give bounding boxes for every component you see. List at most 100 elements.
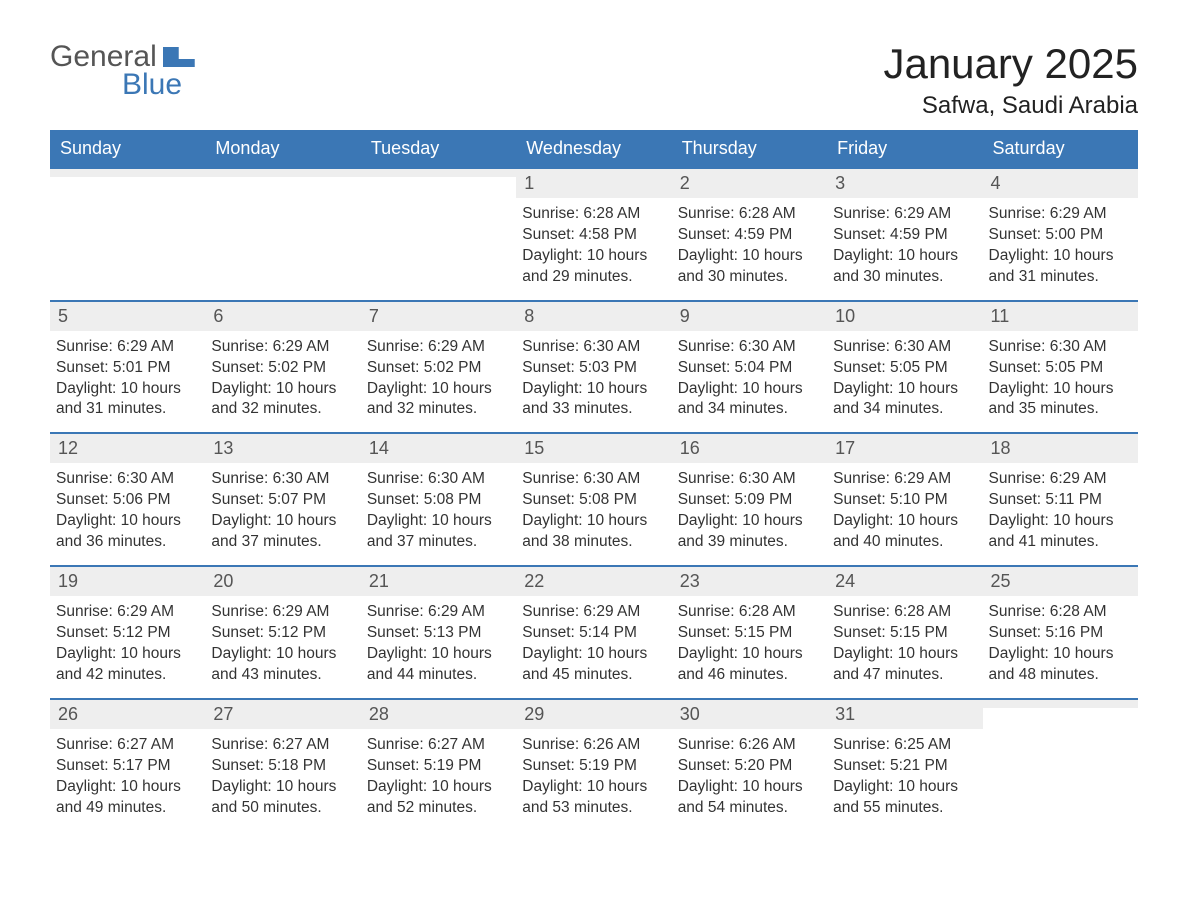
day-number: 21 [361, 567, 516, 596]
calendar-week: 26Sunrise: 6:27 AMSunset: 5:17 PMDayligh… [50, 698, 1138, 831]
calendar-day: 25Sunrise: 6:28 AMSunset: 5:16 PMDayligh… [983, 567, 1138, 698]
day-number: 11 [983, 302, 1138, 331]
daylight: Daylight: 10 hours and 42 minutes. [56, 644, 197, 686]
day-info: Sunrise: 6:28 AMSunset: 5:15 PMDaylight:… [827, 596, 982, 698]
daylight: Daylight: 10 hours and 45 minutes. [522, 644, 663, 686]
title-block: January 2025 Safwa, Saudi Arabia [883, 40, 1138, 120]
sunrise: Sunrise: 6:30 AM [678, 469, 819, 490]
sunrise: Sunrise: 6:27 AM [211, 735, 352, 756]
sunset: Sunset: 5:21 PM [833, 756, 974, 777]
day-number: 9 [672, 302, 827, 331]
day-number [205, 169, 360, 177]
calendar: Sunday Monday Tuesday Wednesday Thursday… [50, 130, 1138, 830]
day-info: Sunrise: 6:30 AMSunset: 5:09 PMDaylight:… [672, 463, 827, 565]
sunrise: Sunrise: 6:27 AM [56, 735, 197, 756]
header: General Blue January 2025 Safwa, Saudi A… [50, 40, 1138, 120]
day-info: Sunrise: 6:29 AMSunset: 5:13 PMDaylight:… [361, 596, 516, 698]
daylight: Daylight: 10 hours and 31 minutes. [56, 379, 197, 421]
sunrise: Sunrise: 6:30 AM [211, 469, 352, 490]
sunrise: Sunrise: 6:25 AM [833, 735, 974, 756]
sunset: Sunset: 5:00 PM [989, 225, 1130, 246]
sunset: Sunset: 5:19 PM [367, 756, 508, 777]
day-info: Sunrise: 6:29 AMSunset: 5:14 PMDaylight:… [516, 596, 671, 698]
daylight: Daylight: 10 hours and 40 minutes. [833, 511, 974, 553]
weeks-container: 1Sunrise: 6:28 AMSunset: 4:58 PMDaylight… [50, 167, 1138, 830]
daylight: Daylight: 10 hours and 39 minutes. [678, 511, 819, 553]
calendar-day: 8Sunrise: 6:30 AMSunset: 5:03 PMDaylight… [516, 302, 671, 433]
calendar-day [205, 169, 360, 300]
calendar-day: 31Sunrise: 6:25 AMSunset: 5:21 PMDayligh… [827, 700, 982, 831]
calendar-day: 15Sunrise: 6:30 AMSunset: 5:08 PMDayligh… [516, 434, 671, 565]
day-number: 26 [50, 700, 205, 729]
day-number: 6 [205, 302, 360, 331]
day-info: Sunrise: 6:28 AMSunset: 5:15 PMDaylight:… [672, 596, 827, 698]
weekday-header: Saturday [983, 130, 1138, 167]
calendar-day: 9Sunrise: 6:30 AMSunset: 5:04 PMDaylight… [672, 302, 827, 433]
day-number [361, 169, 516, 177]
day-info: Sunrise: 6:27 AMSunset: 5:17 PMDaylight:… [50, 729, 205, 831]
calendar-day: 11Sunrise: 6:30 AMSunset: 5:05 PMDayligh… [983, 302, 1138, 433]
day-info: Sunrise: 6:30 AMSunset: 5:06 PMDaylight:… [50, 463, 205, 565]
day-number: 29 [516, 700, 671, 729]
day-number: 31 [827, 700, 982, 729]
sunset: Sunset: 5:14 PM [522, 623, 663, 644]
calendar-day: 24Sunrise: 6:28 AMSunset: 5:15 PMDayligh… [827, 567, 982, 698]
day-info: Sunrise: 6:29 AMSunset: 5:10 PMDaylight:… [827, 463, 982, 565]
calendar-day: 3Sunrise: 6:29 AMSunset: 4:59 PMDaylight… [827, 169, 982, 300]
sunrise: Sunrise: 6:30 AM [522, 469, 663, 490]
day-number: 24 [827, 567, 982, 596]
day-number: 23 [672, 567, 827, 596]
sunrise: Sunrise: 6:29 AM [833, 204, 974, 225]
calendar-day: 29Sunrise: 6:26 AMSunset: 5:19 PMDayligh… [516, 700, 671, 831]
calendar-week: 5Sunrise: 6:29 AMSunset: 5:01 PMDaylight… [50, 300, 1138, 433]
calendar-day: 30Sunrise: 6:26 AMSunset: 5:20 PMDayligh… [672, 700, 827, 831]
daylight: Daylight: 10 hours and 34 minutes. [678, 379, 819, 421]
sunrise: Sunrise: 6:28 AM [833, 602, 974, 623]
calendar-day [361, 169, 516, 300]
sunset: Sunset: 5:09 PM [678, 490, 819, 511]
weekday-header: Wednesday [516, 130, 671, 167]
sunset: Sunset: 4:58 PM [522, 225, 663, 246]
day-info: Sunrise: 6:30 AMSunset: 5:05 PMDaylight:… [827, 331, 982, 433]
daylight: Daylight: 10 hours and 30 minutes. [833, 246, 974, 288]
day-info: Sunrise: 6:28 AMSunset: 4:59 PMDaylight:… [672, 198, 827, 300]
daylight: Daylight: 10 hours and 49 minutes. [56, 777, 197, 819]
sunset: Sunset: 5:10 PM [833, 490, 974, 511]
day-number: 28 [361, 700, 516, 729]
sunrise: Sunrise: 6:30 AM [678, 337, 819, 358]
calendar-day: 1Sunrise: 6:28 AMSunset: 4:58 PMDaylight… [516, 169, 671, 300]
day-number: 10 [827, 302, 982, 331]
sunrise: Sunrise: 6:30 AM [367, 469, 508, 490]
calendar-day: 26Sunrise: 6:27 AMSunset: 5:17 PMDayligh… [50, 700, 205, 831]
sunset: Sunset: 5:08 PM [367, 490, 508, 511]
sunset: Sunset: 5:02 PM [211, 358, 352, 379]
daylight: Daylight: 10 hours and 36 minutes. [56, 511, 197, 553]
day-info: Sunrise: 6:30 AMSunset: 5:05 PMDaylight:… [983, 331, 1138, 433]
sunrise: Sunrise: 6:26 AM [522, 735, 663, 756]
day-number: 14 [361, 434, 516, 463]
calendar-day: 23Sunrise: 6:28 AMSunset: 5:15 PMDayligh… [672, 567, 827, 698]
day-number: 27 [205, 700, 360, 729]
calendar-day: 21Sunrise: 6:29 AMSunset: 5:13 PMDayligh… [361, 567, 516, 698]
day-info: Sunrise: 6:26 AMSunset: 5:19 PMDaylight:… [516, 729, 671, 831]
daylight: Daylight: 10 hours and 44 minutes. [367, 644, 508, 686]
day-number: 13 [205, 434, 360, 463]
calendar-week: 19Sunrise: 6:29 AMSunset: 5:12 PMDayligh… [50, 565, 1138, 698]
day-info: Sunrise: 6:29 AMSunset: 5:00 PMDaylight:… [983, 198, 1138, 300]
sunset: Sunset: 5:03 PM [522, 358, 663, 379]
daylight: Daylight: 10 hours and 52 minutes. [367, 777, 508, 819]
day-info: Sunrise: 6:29 AMSunset: 4:59 PMDaylight:… [827, 198, 982, 300]
logo-flag-icon [163, 47, 195, 67]
day-number: 15 [516, 434, 671, 463]
day-info: Sunrise: 6:27 AMSunset: 5:19 PMDaylight:… [361, 729, 516, 831]
daylight: Daylight: 10 hours and 35 minutes. [989, 379, 1130, 421]
calendar-day: 10Sunrise: 6:30 AMSunset: 5:05 PMDayligh… [827, 302, 982, 433]
sunrise: Sunrise: 6:28 AM [522, 204, 663, 225]
sunset: Sunset: 5:05 PM [989, 358, 1130, 379]
weekday-header: Monday [205, 130, 360, 167]
calendar-day: 7Sunrise: 6:29 AMSunset: 5:02 PMDaylight… [361, 302, 516, 433]
calendar-day: 2Sunrise: 6:28 AMSunset: 4:59 PMDaylight… [672, 169, 827, 300]
weekday-header: Friday [827, 130, 982, 167]
weekday-header-row: Sunday Monday Tuesday Wednesday Thursday… [50, 130, 1138, 167]
sunset: Sunset: 5:16 PM [989, 623, 1130, 644]
